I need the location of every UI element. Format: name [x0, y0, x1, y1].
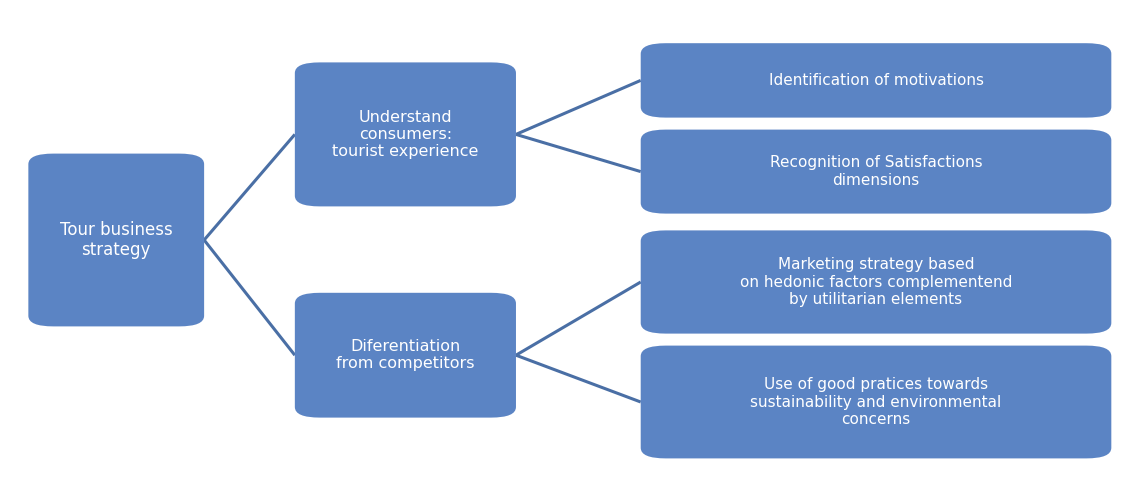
FancyBboxPatch shape [295, 62, 516, 206]
FancyBboxPatch shape [641, 43, 1111, 118]
Text: Marketing strategy based
on hedonic factors complementend
by utilitarian element: Marketing strategy based on hedonic fact… [739, 257, 1013, 307]
Text: Recognition of Satisfactions
dimensions: Recognition of Satisfactions dimensions [770, 156, 982, 188]
Text: Use of good pratices towards
sustainability and environmental
concerns: Use of good pratices towards sustainabil… [751, 377, 1001, 427]
FancyBboxPatch shape [641, 346, 1111, 458]
Text: Identification of motivations: Identification of motivations [769, 73, 983, 88]
FancyBboxPatch shape [641, 230, 1111, 334]
Text: Tour business
strategy: Tour business strategy [60, 221, 172, 259]
FancyBboxPatch shape [28, 154, 204, 326]
Text: Diferentiation
from competitors: Diferentiation from competitors [336, 339, 475, 372]
Text: Understand
consumers:
tourist experience: Understand consumers: tourist experience [332, 109, 479, 159]
FancyBboxPatch shape [641, 130, 1111, 214]
FancyBboxPatch shape [295, 293, 516, 418]
